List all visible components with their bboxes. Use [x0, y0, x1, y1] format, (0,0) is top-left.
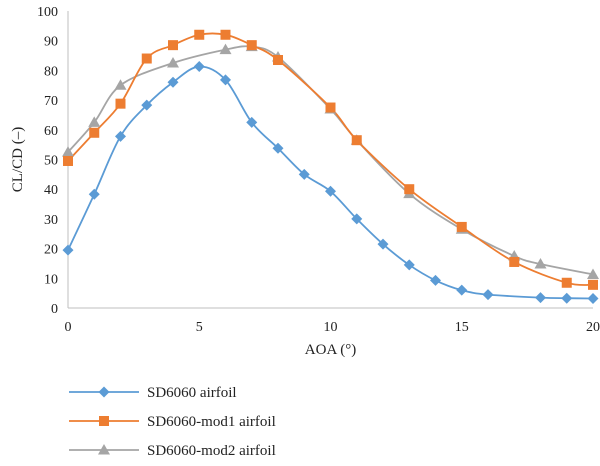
data-point-diamond	[535, 292, 546, 304]
y-tick-label: 80	[44, 64, 58, 79]
data-point-square	[325, 102, 336, 113]
data-point-square	[141, 53, 152, 64]
data-point-diamond	[456, 284, 468, 296]
y-tick-label: 40	[44, 183, 58, 198]
data-point-diamond	[298, 168, 310, 180]
data-point-diamond	[88, 188, 100, 200]
y-axis-title: CL/CD (–)	[10, 127, 26, 192]
series-markers-1	[62, 61, 599, 304]
data-point-diamond	[220, 74, 231, 86]
x-tick-label: 15	[455, 320, 469, 335]
legend-label: SD6060-mod1 airfoil	[147, 414, 276, 430]
tick-labels: 0 10 20 30 40 50 60 70 80 90 100 0 5 10 15 20	[37, 5, 600, 335]
legend-marker-triangle	[98, 444, 110, 455]
series-line-3	[67, 45, 594, 276]
y-tick-label: 100	[37, 5, 58, 20]
y-tick-label: 90	[44, 35, 58, 50]
data-point-triangle	[534, 258, 547, 269]
y-tick-label: 0	[51, 302, 58, 317]
data-point-triangle	[62, 146, 74, 157]
data-point-triangle	[219, 43, 232, 55]
series-line-2	[67, 32, 594, 286]
data-point-square	[456, 221, 467, 232]
legend-item-1: SD6060 airfoil	[69, 385, 237, 401]
legend-item-2: SD6060-mod1 airfoil	[69, 414, 276, 430]
data-point-triangle	[587, 268, 599, 279]
x-axis-title: AOA (°)	[305, 342, 356, 358]
y-tick-label: 20	[44, 243, 58, 258]
x-tick-label: 20	[586, 320, 600, 335]
data-point-diamond	[272, 142, 284, 154]
data-point-diamond	[377, 238, 389, 250]
legend-label: SD6060-mod2 airfoil	[147, 443, 276, 459]
data-point-diamond	[193, 61, 205, 73]
data-point-triangle	[88, 116, 101, 127]
data-point-diamond	[325, 185, 336, 197]
data-point-square	[246, 40, 257, 51]
x-tick-label: 5	[196, 320, 203, 335]
data-point-diamond	[167, 76, 179, 88]
y-tick-label: 60	[44, 124, 58, 139]
data-point-square	[588, 279, 598, 290]
x-tick-label: 0	[65, 320, 72, 335]
data-point-diamond	[561, 292, 573, 304]
data-point-square	[63, 155, 73, 166]
data-point-diamond	[141, 99, 153, 111]
data-point-square	[351, 135, 362, 146]
data-point-triangle	[114, 79, 127, 90]
data-point-square	[115, 98, 126, 109]
data-point-square	[194, 29, 205, 40]
data-point-diamond	[246, 116, 258, 128]
legend: SD6060 airfoil SD6060-mod1 airfoil SD6060-…	[69, 385, 276, 459]
data-point-diamond	[403, 259, 415, 271]
data-point-square	[273, 55, 283, 66]
data-point-square	[220, 29, 231, 40]
legend-marker-diamond	[98, 386, 110, 398]
data-point-square	[404, 184, 415, 195]
data-point-square	[561, 277, 572, 288]
data-point-square	[89, 127, 100, 138]
data-point-diamond	[115, 130, 126, 142]
y-tick-label: 50	[44, 154, 58, 169]
data-point-triangle	[167, 56, 179, 68]
data-point-diamond	[62, 244, 74, 256]
y-tick-label: 10	[44, 272, 58, 287]
y-tick-label: 70	[44, 94, 58, 109]
data-point-square	[509, 256, 520, 267]
data-point-diamond	[351, 213, 363, 225]
data-point-diamond	[587, 292, 599, 304]
series-markers-2	[63, 29, 598, 290]
legend-item-3: SD6060-mod2 airfoil	[69, 443, 276, 459]
x-tick-label: 10	[324, 320, 338, 335]
legend-marker-square	[99, 416, 109, 426]
data-point-diamond	[430, 274, 441, 286]
series-markers-3	[62, 40, 599, 279]
data-point-diamond	[482, 289, 494, 301]
legend-label: SD6060 airfoil	[147, 385, 237, 401]
data-point-square	[168, 40, 178, 51]
data-markers	[62, 29, 599, 304]
y-tick-label: 30	[44, 213, 58, 228]
